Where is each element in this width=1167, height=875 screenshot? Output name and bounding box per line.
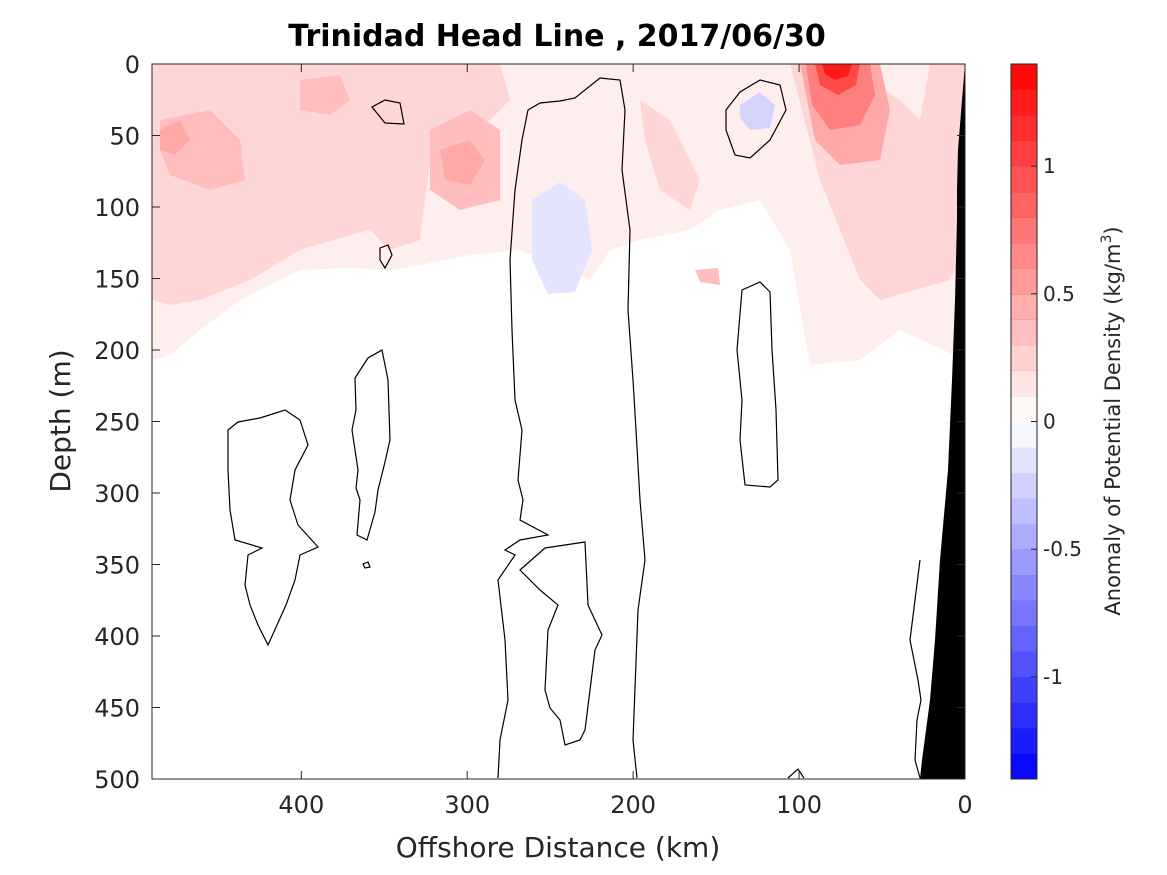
colorbar-swatch (1011, 625, 1037, 652)
colorbar-swatch (1011, 421, 1037, 448)
colorbar-tick-label: -1 (1043, 665, 1063, 689)
colorbar-swatch (1011, 166, 1037, 193)
colorbar-swatch (1011, 217, 1037, 244)
x-tick-label: 400 (278, 791, 324, 819)
colorbar-tick-label: 0 (1043, 410, 1056, 434)
colorbar-swatch (1011, 89, 1037, 116)
contour-line (227, 409, 320, 647)
y-tick-label: 400 (94, 623, 140, 651)
contour-line (527, 77, 646, 779)
x-tick-label: 200 (610, 791, 656, 819)
anomaly-region-positive-3 (160, 75, 500, 210)
colorbar-swatch (1011, 498, 1037, 525)
colorbar-label-end: ) (1101, 226, 1125, 234)
anomaly-region-positive-1 (152, 64, 510, 305)
contour-line (351, 349, 391, 541)
colorbar-swatch (1011, 115, 1037, 142)
colorbar-label: Anomaly of Potential Density (kg/m3) (1099, 226, 1125, 615)
colorbar-swatch (1011, 242, 1037, 269)
y-tick-label: 0 (125, 51, 140, 79)
contour-line (497, 109, 550, 779)
colorbar-ticks: 1 0.5 0 -0.5 -1 (1031, 154, 1082, 689)
anomaly-region-negative-0 (532, 182, 592, 294)
y-tick-label: 300 (94, 480, 140, 508)
colorbar-label-main: Anomaly of Potential Density (kg/m (1101, 244, 1125, 616)
y-tick-label: 350 (94, 552, 140, 580)
x-tick-label: 0 (957, 791, 972, 819)
colorbar-swatch (1011, 344, 1037, 371)
anomaly-region-positive-8 (695, 268, 720, 285)
colorbar-swatch (1011, 191, 1037, 218)
y-tick-label: 450 (94, 695, 140, 723)
contour-line (736, 281, 779, 488)
colorbar-tick-label: 1 (1043, 154, 1056, 178)
colorbar-swatch (1011, 702, 1037, 729)
contour-line (362, 561, 371, 569)
colorbar-swatch (1011, 523, 1037, 550)
anomaly-region-positive-7 (822, 64, 852, 80)
contour-line (909, 559, 922, 779)
colorbar-label-superscript: 3 (1099, 235, 1115, 244)
y-axis-label: Depth (m) (44, 349, 77, 492)
colorbar-swatch (1011, 549, 1037, 576)
contour-line (725, 79, 787, 159)
colorbar-swatch (1011, 268, 1037, 295)
colorbar-swatch (1011, 447, 1037, 474)
colorbar-swatch (1011, 472, 1037, 499)
x-tick-label: 100 (776, 791, 822, 819)
x-axis-label: Offshore Distance (km) (396, 831, 721, 864)
plot-area (152, 64, 965, 779)
colorbar-swatch (1011, 395, 1037, 422)
x-axis-ticks: 400 300 200 100 0 (278, 64, 973, 819)
colorbar (1011, 63, 1037, 780)
colorbar-swatch (1011, 676, 1037, 703)
zero-contours (227, 77, 922, 779)
y-axis-ticks: 0 50 100 150 200 250 300 350 400 450 500 (94, 51, 965, 794)
colorbar-swatch (1011, 574, 1037, 601)
colorbar-swatch (1011, 293, 1037, 320)
bathymetry-mask (920, 64, 965, 779)
anomaly-region-negative-1 (740, 92, 775, 130)
contour-line (787, 768, 805, 779)
y-tick-label: 50 (109, 123, 140, 151)
colorbar-swatch (1011, 753, 1037, 780)
colorbar-swatch (1011, 140, 1037, 167)
y-tick-label: 150 (94, 266, 140, 294)
y-tick-label: 500 (94, 766, 140, 794)
contour-line (371, 99, 405, 125)
colorbar-swatch (1011, 370, 1037, 397)
y-tick-label: 250 (94, 409, 140, 437)
colorbar-tick-label: 0.5 (1043, 282, 1075, 306)
colorbar-swatch (1011, 319, 1037, 346)
y-tick-label: 200 (94, 337, 140, 365)
y-tick-label: 100 (94, 194, 140, 222)
contour-line (379, 244, 393, 270)
colorbar-swatch (1011, 600, 1037, 627)
colorbar-swatch (1011, 651, 1037, 678)
chart-title: Trinidad Head Line , 2017/06/30 (288, 19, 825, 54)
colorbar-tick-label: -0.5 (1043, 537, 1082, 561)
x-tick-label: 300 (444, 791, 490, 819)
colorbar-swatch (1011, 727, 1037, 754)
colorbar-swatch (1011, 64, 1037, 91)
contour-line (519, 541, 603, 746)
